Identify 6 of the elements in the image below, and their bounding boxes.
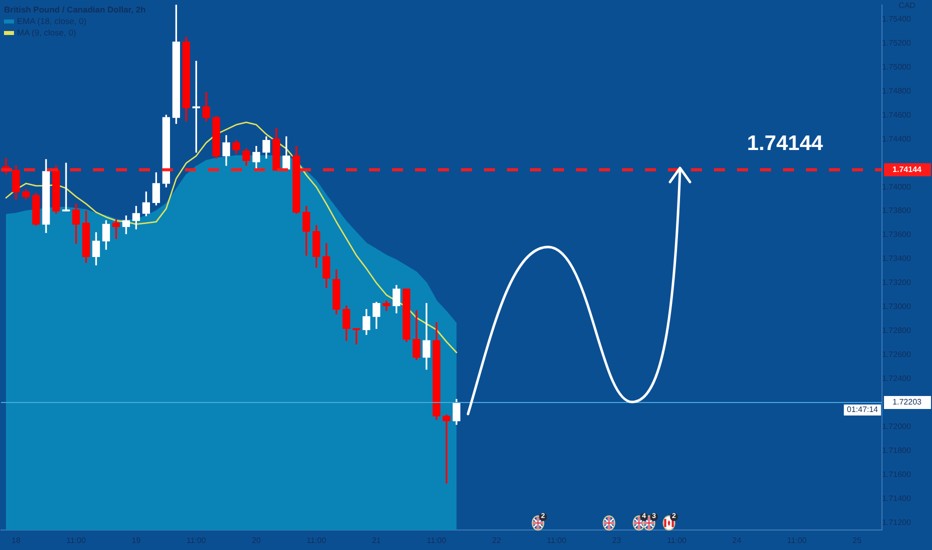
ref-line-label: 1.74144 — [892, 164, 922, 174]
annotation: 1.74144 — [747, 132, 824, 155]
ref-line-label: 1.72203 — [892, 398, 922, 407]
annotation: 01:47:14 — [846, 405, 879, 414]
candlestick — [442, 414, 450, 484]
candlestick — [62, 162, 70, 212]
